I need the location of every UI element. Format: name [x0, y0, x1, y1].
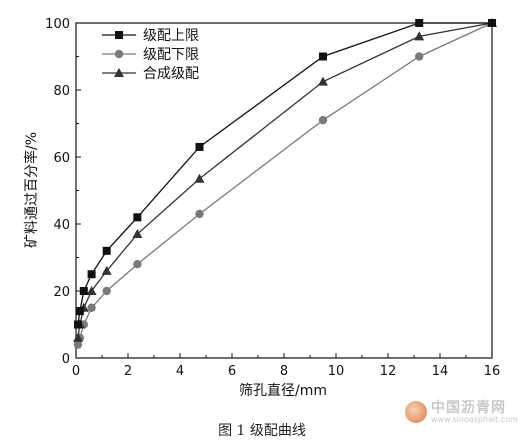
- y-axis-title: 矿料通过百分率/%: [23, 132, 40, 248]
- data-point: [318, 76, 328, 86]
- watermark: 中国沥青网 www.sinoasphalt.com: [405, 397, 519, 429]
- x-tick-label: 4: [176, 364, 184, 379]
- x-tick-label: 8: [280, 364, 288, 379]
- x-tick-label: 16: [484, 364, 501, 379]
- data-point: [195, 209, 204, 219]
- data-point: [102, 246, 111, 255]
- series-line: [77, 22, 493, 345]
- data-point: [101, 265, 112, 275]
- legend-label: 合成级配: [143, 66, 199, 82]
- y-tick-label: 40: [53, 218, 70, 233]
- series-line: [77, 22, 492, 325]
- data-point: [86, 286, 97, 295]
- legend-marker: [114, 49, 124, 59]
- data-point: [79, 287, 88, 295]
- data-point: [133, 260, 142, 269]
- legend-item: 合成级配: [102, 66, 199, 82]
- watermark-url: www.sinoasphalt.com: [431, 415, 518, 424]
- data-point: [75, 307, 84, 316]
- data-point: [488, 19, 496, 27]
- x-tick-label: 10: [328, 364, 345, 379]
- data-point: [195, 142, 204, 151]
- series-triangle: [72, 18, 497, 342]
- y-tick-label: 0: [62, 352, 70, 367]
- data-point: [194, 173, 205, 183]
- x-tick-label: 14: [432, 364, 449, 379]
- legend-label: 级配下限: [143, 47, 199, 63]
- y-tick-label: 100: [45, 17, 70, 32]
- series-line: [77, 22, 493, 338]
- y-tick-label: 60: [53, 151, 70, 166]
- legend-item: 级配下限: [102, 47, 199, 63]
- data-point: [72, 332, 83, 342]
- figure-caption: 图 1 级配曲线: [218, 423, 306, 439]
- legend-item: 级配上限: [102, 28, 199, 44]
- data-point: [414, 31, 425, 41]
- data-point: [73, 340, 83, 349]
- data-point: [102, 286, 111, 296]
- data-point: [415, 52, 424, 61]
- data-point: [87, 303, 96, 312]
- data-point: [318, 115, 328, 125]
- data-point: [415, 19, 424, 27]
- y-tick-label: 80: [53, 84, 70, 99]
- x-tick-label: 6: [228, 364, 236, 379]
- data-point: [132, 229, 143, 239]
- watermark-logo-icon: [405, 401, 427, 423]
- legend-marker: [115, 31, 123, 39]
- series-square: [73, 19, 496, 329]
- legend-label: 级配上限: [143, 28, 199, 44]
- data-point: [319, 52, 327, 61]
- data-point: [73, 320, 82, 329]
- x-axis-title: 筛孔直径/mm: [239, 382, 327, 399]
- x-tick-label: 0: [72, 364, 80, 379]
- data-point: [133, 213, 142, 222]
- series-circle: [73, 18, 497, 349]
- legend-marker: [114, 68, 124, 77]
- x-tick-label: 12: [380, 364, 397, 379]
- plot-frame: [75, 22, 493, 359]
- watermark-name: 中国沥青网: [431, 400, 506, 416]
- data-point: [87, 270, 96, 279]
- y-tick-label: 20: [53, 285, 70, 300]
- axes: 0 2 4 6 8 10 12 14 16 0 20 40 60 80 100: [45, 17, 500, 379]
- x-tick-label: 2: [124, 364, 132, 379]
- series-layer: [72, 18, 497, 349]
